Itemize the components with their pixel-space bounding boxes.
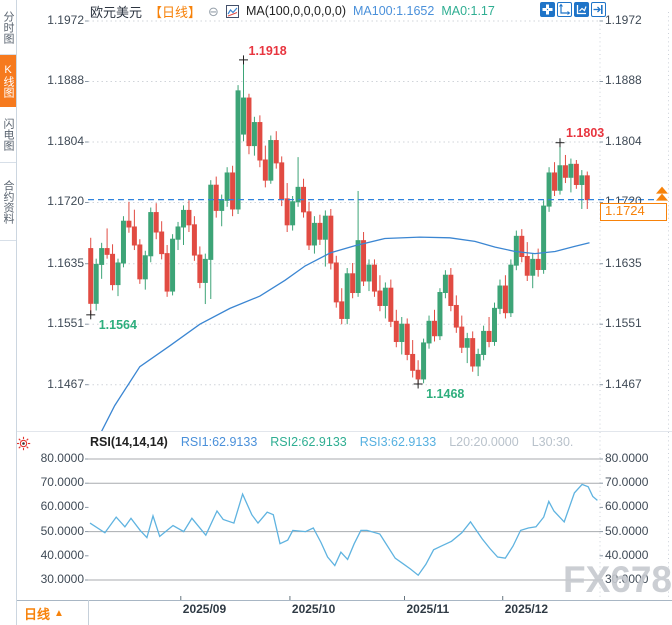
rsi2-value: RSI2:62.9133 — [270, 434, 347, 449]
collapse-icon[interactable]: ⊖ — [208, 3, 219, 19]
rsi-settings-icon[interactable] — [16, 436, 31, 451]
rsi-tick-left: 60.0000 — [40, 499, 84, 514]
date-tick: 2025/11 — [406, 602, 450, 616]
price-tick-left: 1.1972 — [47, 13, 84, 27]
rsi-tick-left: 70.0000 — [40, 475, 84, 490]
rsi-tick-left: 40.0000 — [40, 547, 84, 562]
rsi-tick-left: 30.0000 — [40, 572, 84, 586]
date-tick: 2025/10 — [291, 602, 336, 616]
rsi-tick-left: 80.0000 — [40, 451, 84, 465]
sidebar-item-合约资料[interactable]: 合约资料 — [0, 163, 16, 241]
rsi-title: RSI(14,14,14) — [90, 434, 168, 449]
pane-divider — [0, 431, 672, 432]
price-tick-right: 1.1551 — [605, 316, 642, 331]
chart-toolbar — [540, 2, 606, 17]
rsi1-value: RSI1:62.9133 — [180, 434, 258, 449]
price-tick-left: 1.1720 — [47, 194, 84, 209]
rsi-tick-right: 60.0000 — [605, 499, 649, 514]
price-tick-right: 1.1804 — [605, 133, 642, 148]
sidebar: 分时图 K线图 闪电图 合约资料 — [0, 0, 17, 625]
rsi-tick-right: 80.0000 — [605, 451, 649, 465]
mini-chart-icon — [225, 4, 239, 18]
price-tick-right: 1.1635 — [605, 255, 642, 270]
symbol-name: 欧元美元 — [90, 4, 143, 20]
watermark: FX678 — [563, 559, 672, 600]
chart-fit-icon[interactable] — [574, 2, 589, 17]
price-tick-right: 1.1888 — [605, 73, 642, 88]
rsi-tick-right: 30.0000 — [605, 572, 649, 586]
rsi-tick-left: 50.0000 — [40, 523, 84, 538]
rsi-tick-right: 40.0000 — [605, 547, 649, 562]
sidebar-item-K线图[interactable]: K线图 — [0, 55, 16, 107]
rsi-tick-right: 70.0000 — [605, 475, 649, 490]
annotation-1.1918: 1.1918 — [248, 43, 287, 58]
price-tick-right: 1.1467 — [605, 376, 642, 391]
price-tick-left: 1.1635 — [47, 255, 84, 270]
date-tick: 2025/09 — [182, 602, 227, 616]
ma-params-label: MA(100,0,0,0,0,0) — [245, 4, 346, 18]
period-tag: 【日线】 — [149, 4, 202, 20]
current-price-box: 1.1724 — [600, 203, 667, 221]
bottom-axis-line — [0, 600, 672, 601]
price-tick-left: 1.1804 — [47, 133, 84, 148]
rsi-tick-right: 50.0000 — [605, 523, 649, 538]
annotation-1.1468: 1.1468 — [426, 386, 465, 401]
rsi-l30-value: L30:30. — [531, 434, 574, 449]
pan-right-icon[interactable] — [591, 2, 606, 17]
price-tick-left: 1.1888 — [47, 73, 84, 88]
move-icon[interactable] — [540, 2, 555, 17]
rsi3-value: RSI3:62.9133 — [359, 434, 437, 449]
period-tab-label: 日线 — [24, 606, 51, 622]
triangle-up-icon: ▲ — [54, 607, 64, 619]
price-tick-left: 1.1551 — [47, 316, 84, 331]
bottom-cell-divider — [88, 600, 89, 625]
ma100-value: MA100:1.1652 — [353, 4, 435, 18]
sidebar-item-分时图[interactable]: 分时图 — [0, 0, 16, 55]
rsi-l20-value: L20:20.0000 — [449, 434, 519, 449]
date-tick: 2025/12 — [504, 602, 549, 616]
ma0-value: MA0:1.17 — [441, 4, 495, 18]
sidebar-item-闪电图[interactable]: 闪电图 — [0, 107, 16, 163]
chart-header: 欧元美元 【日线】 ⊖ MA(100,0,0,0,0,0) MA100:1.16… — [90, 3, 495, 20]
annotation-1.1564: 1.1564 — [98, 317, 137, 332]
axis-scale-icon[interactable] — [557, 2, 572, 17]
price-tick-left: 1.1467 — [47, 376, 84, 391]
price-tick-right: 1.1972 — [605, 13, 642, 27]
annotation-1.1803: 1.1803 — [565, 125, 605, 140]
rsi-header: RSI(14,14,14) RSI1:62.9133 RSI2:62.9133 … — [90, 434, 573, 449]
